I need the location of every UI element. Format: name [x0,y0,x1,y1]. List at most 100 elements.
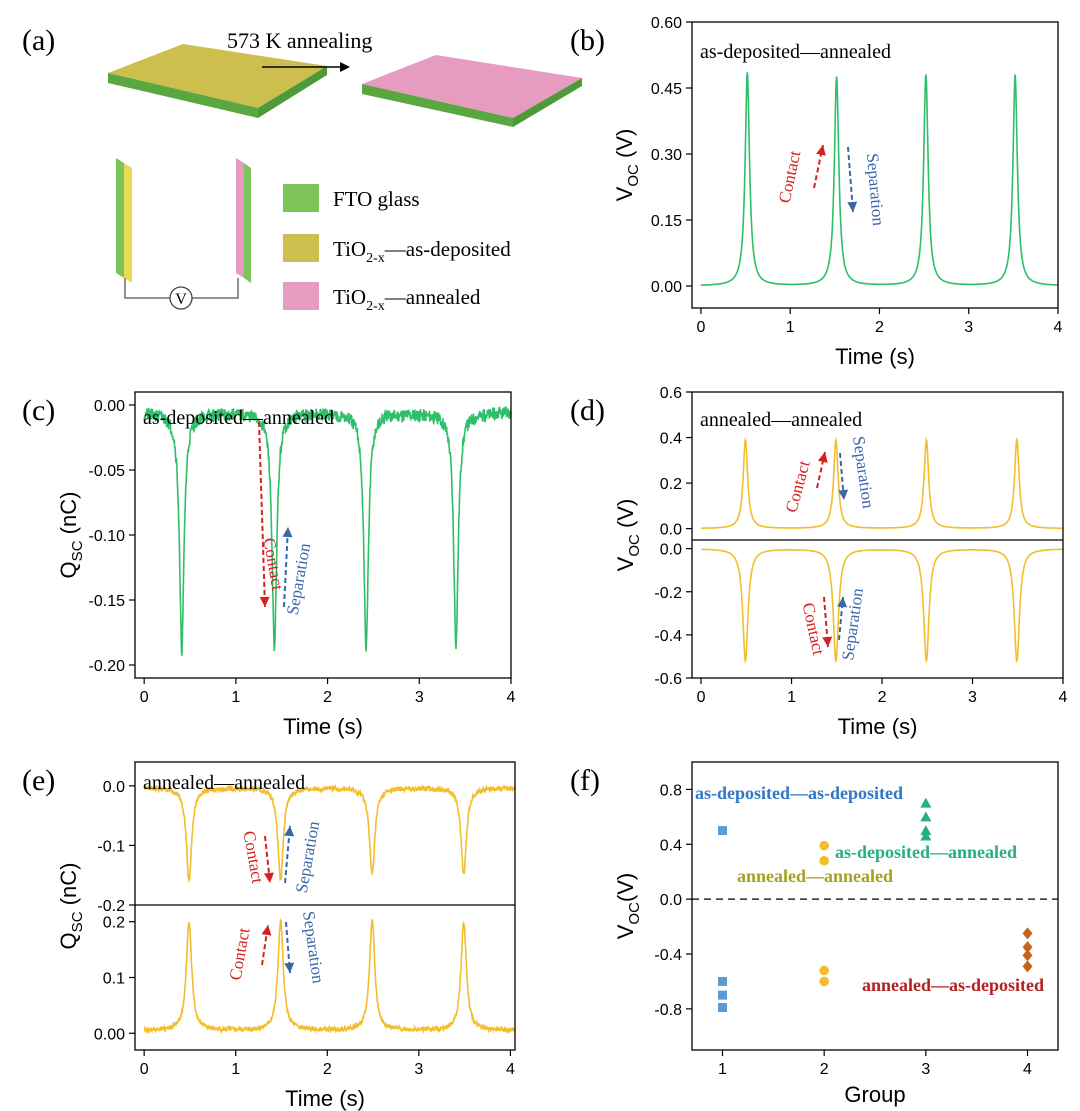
x-tick-label: 0 [140,1061,149,1078]
x-tick-label: 0 [696,319,705,336]
voltmeter-icon [169,286,193,310]
separation-label: Separation [849,435,878,510]
wire-left [124,278,170,299]
diamond-marker [1022,960,1033,973]
diamond-marker [1022,949,1033,962]
square-marker [718,1002,727,1012]
series-diamond [1022,927,1033,973]
y-tick-label: 0.0 [660,892,682,909]
x-tick-label: 3 [415,689,424,706]
square-marker [718,976,727,986]
plot-frame [691,21,1059,309]
separation-arrow-2-head [284,962,295,973]
panel-label-a: (a) [22,24,55,57]
x-tick-label: 4 [1023,1061,1032,1078]
series-line-e [143,917,516,1035]
x-tick-label: 4 [507,689,516,706]
y-tick-label: 0.60 [651,15,682,32]
contact-arrow-line [816,451,826,489]
slab-annealed-right-edge [513,78,582,127]
legend-label-main: TiO [333,285,366,309]
y-axis-label-unit: (V) [613,499,638,534]
x-tick-label: 4 [1059,689,1068,706]
plot-frame [134,761,516,1051]
x-tick-label: 1 [786,319,795,336]
y-axis-label-unit: (nC) [56,492,81,541]
separation-arrow-head [284,826,295,837]
y-tick-label: 0.0 [660,542,682,559]
y-axis-label-unit: (V) [612,129,637,164]
separation-label: Separation [283,541,314,616]
y-axis-label-main: Q [56,932,81,949]
legend-swatch [283,282,319,310]
y-tick-label: 0.2 [660,476,682,493]
y-axis-label-sub: SC [69,540,86,561]
legend-label: TiO2-x—as-deposited [333,237,511,266]
legend-item: TiO2-x—annealed [283,282,481,314]
legend-label-tail: —as-deposited [384,237,511,261]
x-tick-label: 4 [1054,319,1063,336]
triangle-marker [920,825,932,836]
circle-marker [819,855,829,866]
triangle-marker [920,811,932,822]
y-axis-label-sub: OC [626,902,643,925]
right-plate-fto [244,163,251,283]
diamond-marker [1022,941,1033,954]
y-axis-label-main: V [613,924,638,939]
series-circle [819,840,829,987]
panel-label-d: (d) [570,394,605,427]
y-axis-label-main: Q [56,561,81,578]
y-axis-label: VOC (V) [612,129,642,202]
contact-arrow-2-head [822,636,833,647]
x-tick-label: 2 [323,1061,332,1078]
x-tick-label: 1 [787,689,796,706]
series-label: as-deposited—as-deposited [695,783,903,803]
annotation-b: as-deposited—annealed [700,41,891,63]
x-tick-label: 3 [968,689,977,706]
y-tick-label: 0.15 [651,213,682,230]
separation-arrow-head [847,201,858,212]
contact-arrow-head [816,145,826,156]
circle-marker [819,976,829,987]
legend-label: FTO glass [333,187,420,211]
legend-label: TiO2-x—annealed [333,285,481,314]
y-axis-label-main: V [613,556,638,571]
panel-e: (e) 0.0 -0.1 -0.2 0.00 0.1 0.2 0 1 2 3 4 Time (s) QSC… [22,761,516,1111]
slab-as-deposited-right-edge [258,66,327,118]
contact-arrow-head [817,452,828,463]
y-axis-label-unit: (V) [613,873,638,902]
series-square [718,826,727,1012]
wire-right [192,278,239,299]
separation-label-2: Separation [299,910,328,985]
contact-label-2: Contact [799,601,829,657]
left-plate-fto [116,158,124,278]
slab-as-deposited-left-edge [108,73,258,118]
y-tick-label: 0.0 [103,779,125,796]
annotation-d: annealed—annealed [700,409,862,431]
legend-label-main: FTO glass [333,187,420,211]
y-tick-label: -0.1 [97,838,125,855]
x-axis-label: Time (s) [838,714,918,739]
legend-label-tail: —annealed [384,285,481,309]
x-tick-label: 2 [875,319,884,336]
y-axis-label: QSC (nC) [56,492,86,579]
separation-label: Separation [863,152,888,227]
x-tick-label: 1 [718,1061,727,1078]
series-line-b [700,72,1058,287]
y-tick-label: -0.2 [97,898,125,915]
slab-annealed-top [362,55,582,118]
y-axis-label-main: V [612,186,637,201]
annotation-c: as-deposited—annealed [143,407,334,429]
separation-label: Separation [292,819,323,894]
y-tick-label: 0.4 [660,431,682,448]
square-marker [718,826,727,836]
contact-label-2: Contact [226,926,254,982]
contact-label: Contact [782,458,814,514]
y-tick-label: 0.4 [660,837,682,854]
circle-marker [819,965,829,976]
triangle-marker [920,797,932,808]
plot-frame [134,391,512,679]
legend-swatch [283,234,319,262]
y-axis-label: VOC (V) [613,499,643,572]
